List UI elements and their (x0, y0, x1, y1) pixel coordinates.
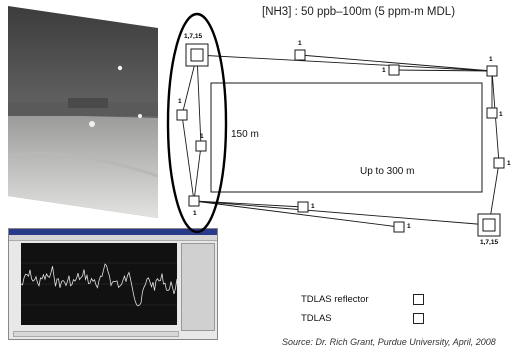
field-photo (8, 6, 158, 218)
legend-tdlas-label: TDLAS (301, 313, 332, 324)
reflector-id: 1 (507, 160, 511, 167)
window-menubar (9, 235, 217, 241)
reflector-id: 1 (499, 111, 503, 118)
tdlas-unit-top (185, 43, 209, 67)
source-citation: Source: Dr. Rich Grant, Purdue Universit… (282, 337, 496, 347)
diagram-title: [NH3] : 50 ppb–100m (5 ppm-m MDL) (262, 6, 456, 18)
reflector-id: 1 (200, 133, 204, 140)
beam-paths (181, 54, 500, 228)
reflector-id: 1 (382, 67, 386, 74)
software-screenshot (8, 228, 218, 340)
reflector-id: 1 (407, 223, 411, 230)
field-rectangle (210, 82, 483, 193)
width-label: Up to 300 m (360, 166, 415, 177)
reflector-id: 1 (489, 56, 493, 63)
legend-reflector-swatch (413, 294, 424, 305)
tdlas-unit-bottom (477, 213, 501, 237)
window-titlebar (9, 229, 217, 235)
reflector-id: 1 (178, 98, 182, 105)
signal-plot (20, 243, 178, 325)
status-bar (13, 331, 179, 337)
label-bottom-reflector-id: 1,7,15 (480, 239, 499, 246)
highlight-ellipse (166, 12, 228, 234)
legend-reflector-label: TDLAS reflector (301, 294, 369, 305)
reflector-id: 1 (298, 40, 302, 47)
reflector-id: 1 (193, 210, 197, 217)
control-panel (181, 243, 215, 331)
height-label: 150 m (231, 129, 259, 140)
legend-tdlas-swatch (413, 313, 424, 324)
reflector-id: 1 (311, 203, 315, 210)
label-top-reflector-id: 1,7,15 (184, 33, 203, 40)
reflectors (176, 49, 505, 233)
